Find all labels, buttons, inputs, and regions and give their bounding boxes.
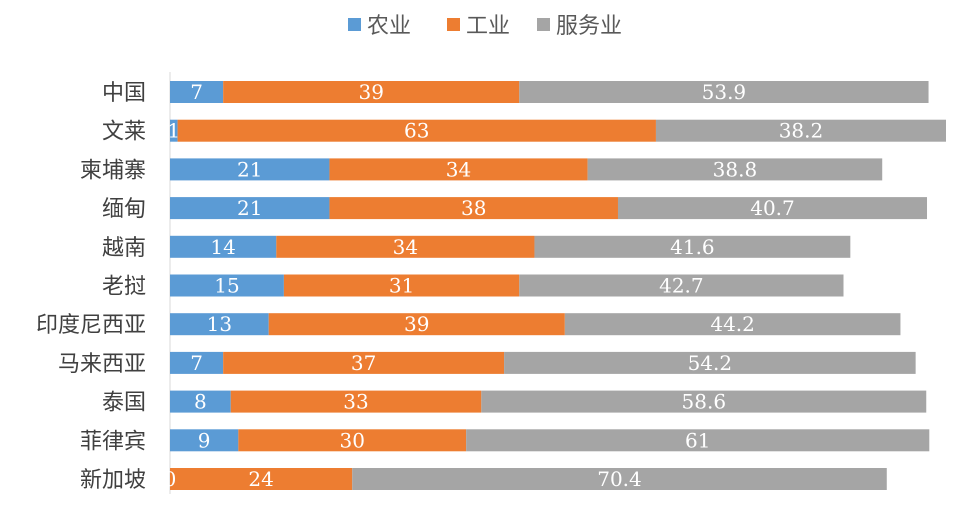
data-label-10-0: 0 (164, 467, 177, 491)
bar-6-2 (564, 313, 901, 336)
bars (170, 81, 946, 490)
legend-swatch-2 (537, 18, 550, 31)
bar-4-0 (170, 235, 277, 258)
bar-7-1 (223, 351, 505, 374)
bar-9-2 (466, 429, 930, 452)
legend-label-0: 农业 (367, 14, 411, 39)
data-label-0-0: 7 (190, 80, 203, 104)
category-label-3: 缅甸 (102, 197, 146, 222)
data-label-2-1: 34 (446, 157, 471, 181)
data-label-9-2: 61 (685, 428, 710, 452)
bar-9-0 (170, 429, 239, 452)
legend: 农业 工业 服务业 (348, 14, 622, 39)
data-label-3-2: 40.7 (750, 196, 795, 220)
category-label-0: 中国 (102, 81, 146, 106)
data-label-5-2: 42.7 (659, 274, 704, 298)
bar-3-0 (170, 197, 330, 220)
bar-7-0 (170, 351, 224, 374)
bar-9-1 (238, 429, 467, 452)
bar-5-2 (519, 274, 844, 297)
bar-3-1 (329, 197, 618, 220)
data-label-5-1: 31 (389, 274, 414, 298)
data-label-9-1: 30 (340, 428, 365, 452)
data-label-6-0: 13 (207, 312, 232, 336)
data-label-6-2: 44.2 (710, 312, 755, 336)
data-label-1-1: 63 (404, 119, 429, 143)
data-labels: 7 39 53.9 1 63 38.2 21 34 38.8 21 38 40.7 14 34 41.6 15… (164, 80, 824, 491)
data-label-10-2: 70.4 (597, 467, 642, 491)
bar-4-1 (276, 235, 535, 258)
data-label-5-0: 15 (214, 274, 239, 298)
bar-1-0 (170, 119, 178, 142)
bar-1-2 (655, 119, 946, 142)
data-label-10-1: 24 (248, 467, 273, 491)
data-label-8-0: 8 (194, 390, 207, 414)
data-label-1-2: 38.2 (779, 119, 824, 143)
bar-4-2 (534, 235, 851, 258)
bar-6-0 (170, 313, 269, 336)
data-label-7-1: 37 (351, 351, 376, 375)
data-label-4-2: 41.6 (670, 235, 715, 259)
bar-7-2 (504, 351, 916, 374)
data-label-2-0: 21 (237, 157, 262, 181)
data-label-6-1: 39 (404, 312, 429, 336)
bar-8-2 (481, 390, 927, 413)
data-label-1-0: 1 (167, 119, 180, 143)
data-label-7-0: 7 (190, 351, 203, 375)
data-label-4-1: 34 (393, 235, 418, 259)
data-label-8-2: 58.6 (682, 390, 727, 414)
data-label-3-1: 38 (461, 196, 486, 220)
bar-5-0 (170, 274, 284, 297)
bar-0-0 (170, 81, 224, 103)
legend-label-2: 服务业 (556, 14, 622, 39)
category-label-1: 文莱 (102, 120, 146, 145)
bar-2-0 (170, 158, 330, 181)
category-label-10: 新加坡 (80, 468, 146, 493)
bar-10-1 (170, 468, 353, 490)
category-label-8: 泰国 (102, 391, 146, 416)
category-label-9: 菲律宾 (80, 429, 146, 454)
category-label-2: 柬埔寨 (80, 158, 146, 183)
bar-0-2 (519, 81, 929, 103)
bar-8-0 (170, 390, 231, 413)
data-label-8-1: 33 (343, 390, 368, 414)
bar-2-2 (587, 158, 883, 181)
category-label-5: 老挝 (102, 275, 146, 300)
bar-0-1 (223, 81, 520, 103)
legend-swatch-0 (348, 18, 361, 31)
data-label-2-2: 38.8 (713, 157, 758, 181)
data-label-0-1: 39 (358, 80, 383, 104)
data-label-7-2: 54.2 (688, 351, 733, 375)
data-label-0-2: 53.9 (702, 80, 747, 104)
bar-2-1 (329, 158, 588, 181)
legend-swatch-1 (447, 18, 460, 31)
data-label-3-0: 21 (237, 196, 262, 220)
bar-10-2 (352, 468, 887, 490)
category-label-4: 越南 (102, 236, 146, 261)
bar-1-1 (177, 119, 656, 142)
legend-label-1: 工业 (466, 14, 510, 39)
bar-8-1 (230, 390, 482, 413)
category-label-6: 印度尼西亚 (36, 313, 146, 338)
category-label-7: 马来西亚 (58, 352, 146, 377)
data-label-9-0: 9 (198, 428, 211, 452)
bar-5-1 (283, 274, 520, 297)
data-label-4-0: 14 (210, 235, 235, 259)
bar-3-2 (617, 197, 928, 220)
bar-6-1 (268, 313, 565, 336)
